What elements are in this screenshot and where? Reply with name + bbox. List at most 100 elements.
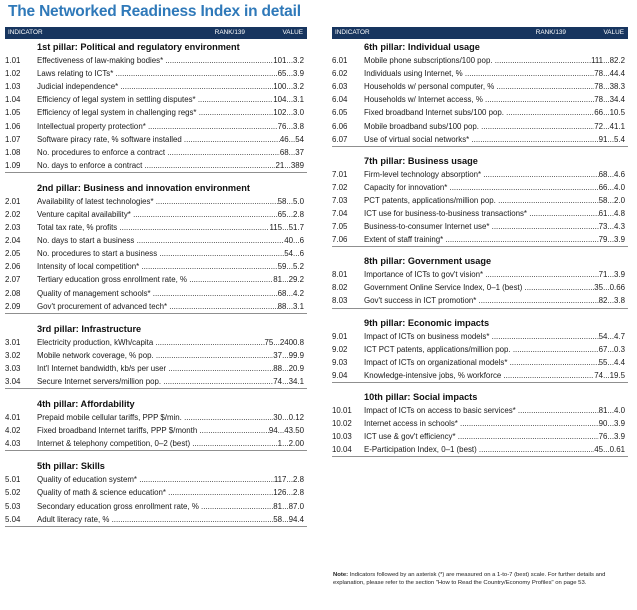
indicator-number: 1.06 — [5, 121, 21, 131]
pillar-section: 7th pillar: Business usage 7.01 Firm-level… — [332, 153, 628, 248]
pillar-title: 2nd pillar: Business and innovation envi… — [37, 182, 250, 193]
indicator-number: 2.04 — [5, 236, 21, 246]
indicator-row: 2.02 Venture capital availability*65...2.… — [5, 208, 307, 221]
indicator-rank: 59 — [277, 262, 287, 272]
indicator-row: 1.07 Software piracy rate, % software ins… — [5, 133, 307, 146]
indicator-label: Households w/ Internet access, % — [364, 95, 594, 104]
indicator-label: E-Participation Index, 0–1 (best) — [364, 445, 594, 454]
indicator-label: ICT PCT patents, applications/million po… — [364, 345, 599, 354]
dot-leader: ... — [286, 56, 294, 66]
indicator-value: 29.2 — [288, 275, 304, 285]
indicator-label: Households w/ personal computer, % — [364, 82, 594, 91]
indicator-number: 7.06 — [332, 235, 348, 245]
dot-leader: ... — [607, 222, 615, 232]
indicator-number: 5.01 — [5, 475, 21, 485]
indicator-value: 3.0 — [293, 108, 304, 118]
dot-leader: ... — [607, 296, 615, 306]
indicator-label: Judicial independence* — [37, 82, 273, 91]
indicator-row: 9.04 Knowledge-intensive jobs, % workforc… — [332, 369, 628, 382]
column-header: INDICATOR RANK/139 VALUE — [5, 27, 307, 39]
indicator-rank: 82 — [598, 296, 608, 306]
indicator-row: 2.03 Total tax rate, % profits115...51.7 — [5, 221, 307, 234]
indicator-value: 389 — [290, 160, 304, 170]
indicator-value: 3.1 — [293, 301, 304, 311]
indicator-row: 7.01 Firm-level technology absorption*68.… — [332, 168, 628, 181]
indicator-row: 8.02 Government Online Service Index, 0–1… — [332, 281, 628, 294]
dot-leader: ... — [607, 182, 615, 192]
dot-leader: ... — [286, 196, 294, 206]
indicator-number: 2.05 — [5, 249, 21, 259]
indicator-number: 10.03 — [332, 432, 352, 442]
pillar-title: 9th pillar: Economic impacts — [364, 317, 490, 328]
indicator-label: Fixed broadband Internet tariffs, PPP $/… — [37, 426, 269, 435]
indicator-rank: 102 — [273, 108, 287, 118]
indicator-number: 7.05 — [332, 222, 348, 232]
dot-leader: ... — [607, 208, 615, 218]
pillar-title: 7th pillar: Business usage — [364, 155, 478, 166]
pillar-section: 5th pillar: Skills 5.01 Quality of educati… — [5, 458, 307, 527]
indicator-rank: 126 — [273, 488, 287, 498]
indicator-rank: 54 — [284, 249, 294, 259]
indicator-number: 3.02 — [5, 350, 21, 360]
dot-leader: ... — [293, 236, 300, 246]
indicator-row: 9.03 Impact of ICTs on organizational mod… — [332, 356, 628, 369]
indicator-rank: 40 — [284, 236, 294, 246]
indicator-label: Adult literacy rate, % — [37, 515, 273, 524]
indicator-value: 6 — [299, 236, 304, 246]
dot-leader: ... — [607, 419, 615, 429]
pillar-section: 8th pillar: Government usage 8.01 Importan… — [332, 253, 628, 309]
right-pillars: 6th pillar: Individual usage 6.01 Mobile p… — [332, 39, 628, 458]
indicator-label: Use of virtual social networks* — [364, 135, 599, 144]
indicator-label: Tertiary education gross enrollment rate… — [37, 275, 273, 284]
indicator-number: 10.04 — [332, 445, 352, 455]
indicator-number: 1.07 — [5, 134, 21, 144]
indicator-rank: 46 — [279, 134, 289, 144]
indicator-rank: 81 — [273, 501, 283, 511]
indicator-row: 6.06 Mobile broadband subs/100 pop.72...4… — [332, 119, 628, 132]
indicator-row: 1.08 No. procedures to enforce a contract… — [5, 146, 307, 159]
indicator-number: 1.04 — [5, 95, 21, 105]
dot-leader: ... — [286, 95, 294, 105]
indicator-value: 10.5 — [609, 108, 625, 118]
indicator-number: 2.02 — [5, 209, 21, 219]
indicator-row: 3.02 Mobile network coverage, % pop.37...… — [5, 349, 307, 362]
indicator-row: 9.01 Impact of ICTs on business models*54… — [332, 330, 628, 343]
section-spacer — [5, 314, 307, 321]
indicator-rank: 72 — [594, 121, 604, 131]
indicator-value: 4.2 — [293, 288, 304, 298]
indicator-number: 3.01 — [5, 337, 21, 347]
indicator-rank: 35 — [594, 283, 604, 293]
indicator-row: 5.02 Quality of math & science education*… — [5, 486, 307, 499]
indicator-value: 99.9 — [288, 350, 304, 360]
indicator-rank: 54 — [598, 331, 608, 341]
dot-leader: ... — [607, 169, 615, 179]
indicator-number: 9.03 — [332, 357, 348, 367]
pillar-section: 4th pillar: Affordability 4.01 Prepaid mob… — [5, 396, 307, 452]
note-label: Note: — [333, 572, 349, 578]
indicator-value: 0.12 — [288, 413, 304, 423]
indicator-row: 1.04 Efficiency of legal system in settli… — [5, 93, 307, 106]
indicator-label: Quality of management schools* — [37, 289, 278, 298]
indicator-label: No. procedures to start a business — [37, 249, 284, 258]
indicator-rank: 71 — [598, 270, 608, 280]
indicator-value: 3.9 — [614, 432, 625, 442]
indicator-rank: 37 — [273, 350, 283, 360]
indicator-number: 1.09 — [5, 160, 21, 170]
indicator-rank: 90 — [598, 419, 608, 429]
pillar-section: 3rd pillar: Infrastructure 3.01 Electricit… — [5, 321, 307, 390]
dot-leader: ... — [282, 377, 289, 387]
dot-leader: ... — [277, 426, 285, 436]
indicator-row: 7.02 Capacity for innovation*66...4.0 — [332, 181, 628, 194]
indicator-row: 6.05 Fixed broadband Internet subs/100 po… — [332, 106, 628, 119]
indicator-row: 5.01 Quality of education system*117...2.… — [5, 473, 307, 486]
indicator-row: 2.07 Tertiary education gross enrollment … — [5, 273, 307, 286]
dot-leader: ... — [603, 69, 610, 79]
indicator-row: 10.04 E-Participation Index, 0–1 (best)45… — [332, 443, 628, 456]
indicator-row: 8.03 Gov't success in ICT promotion*82...… — [332, 294, 628, 307]
dot-leader: ... — [286, 262, 294, 272]
pillar-title: 6th pillar: Individual usage — [364, 42, 480, 52]
indicator-rank: 67 — [598, 344, 608, 354]
indicator-rank: 101 — [273, 56, 287, 66]
dot-leader: ... — [607, 235, 615, 245]
dot-leader: ... — [607, 331, 615, 341]
